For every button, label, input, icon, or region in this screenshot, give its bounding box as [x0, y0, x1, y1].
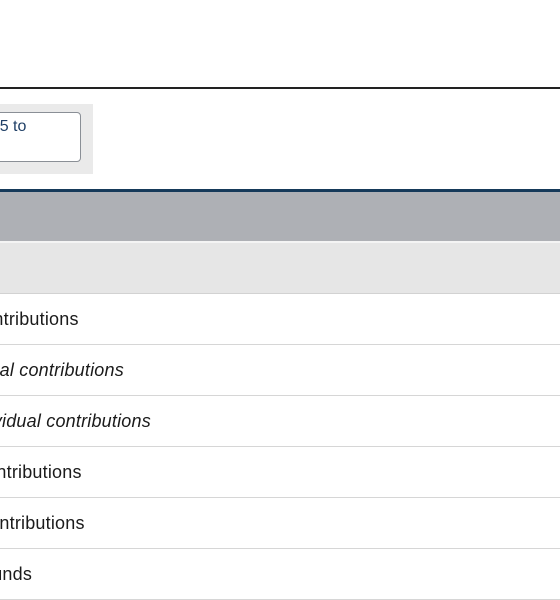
row-label: contributions — [0, 309, 79, 329]
table-row: individual contributions — [0, 345, 560, 396]
table-row: funds — [0, 549, 560, 600]
row-label: individual contributions — [0, 360, 124, 380]
table-group-row — [0, 243, 560, 294]
table-top-border — [0, 189, 560, 192]
row-label: funds — [0, 564, 33, 584]
section-divider — [0, 87, 560, 89]
table-row: contributions — [0, 294, 560, 345]
table-header — [0, 192, 560, 241]
table-row: contributions — [0, 447, 560, 498]
date-filter-panel: 2025 to — [0, 104, 93, 174]
row-label: contributions — [0, 462, 82, 482]
table-row: contributions — [0, 498, 560, 549]
row-label: individual contributions — [0, 411, 151, 431]
table-row: individual contributions — [0, 396, 560, 447]
table-header-separator — [0, 241, 560, 243]
date-range-label: 2025 to — [0, 118, 27, 135]
date-range-button[interactable]: 2025 to — [0, 112, 81, 162]
row-label: contributions — [0, 513, 85, 533]
